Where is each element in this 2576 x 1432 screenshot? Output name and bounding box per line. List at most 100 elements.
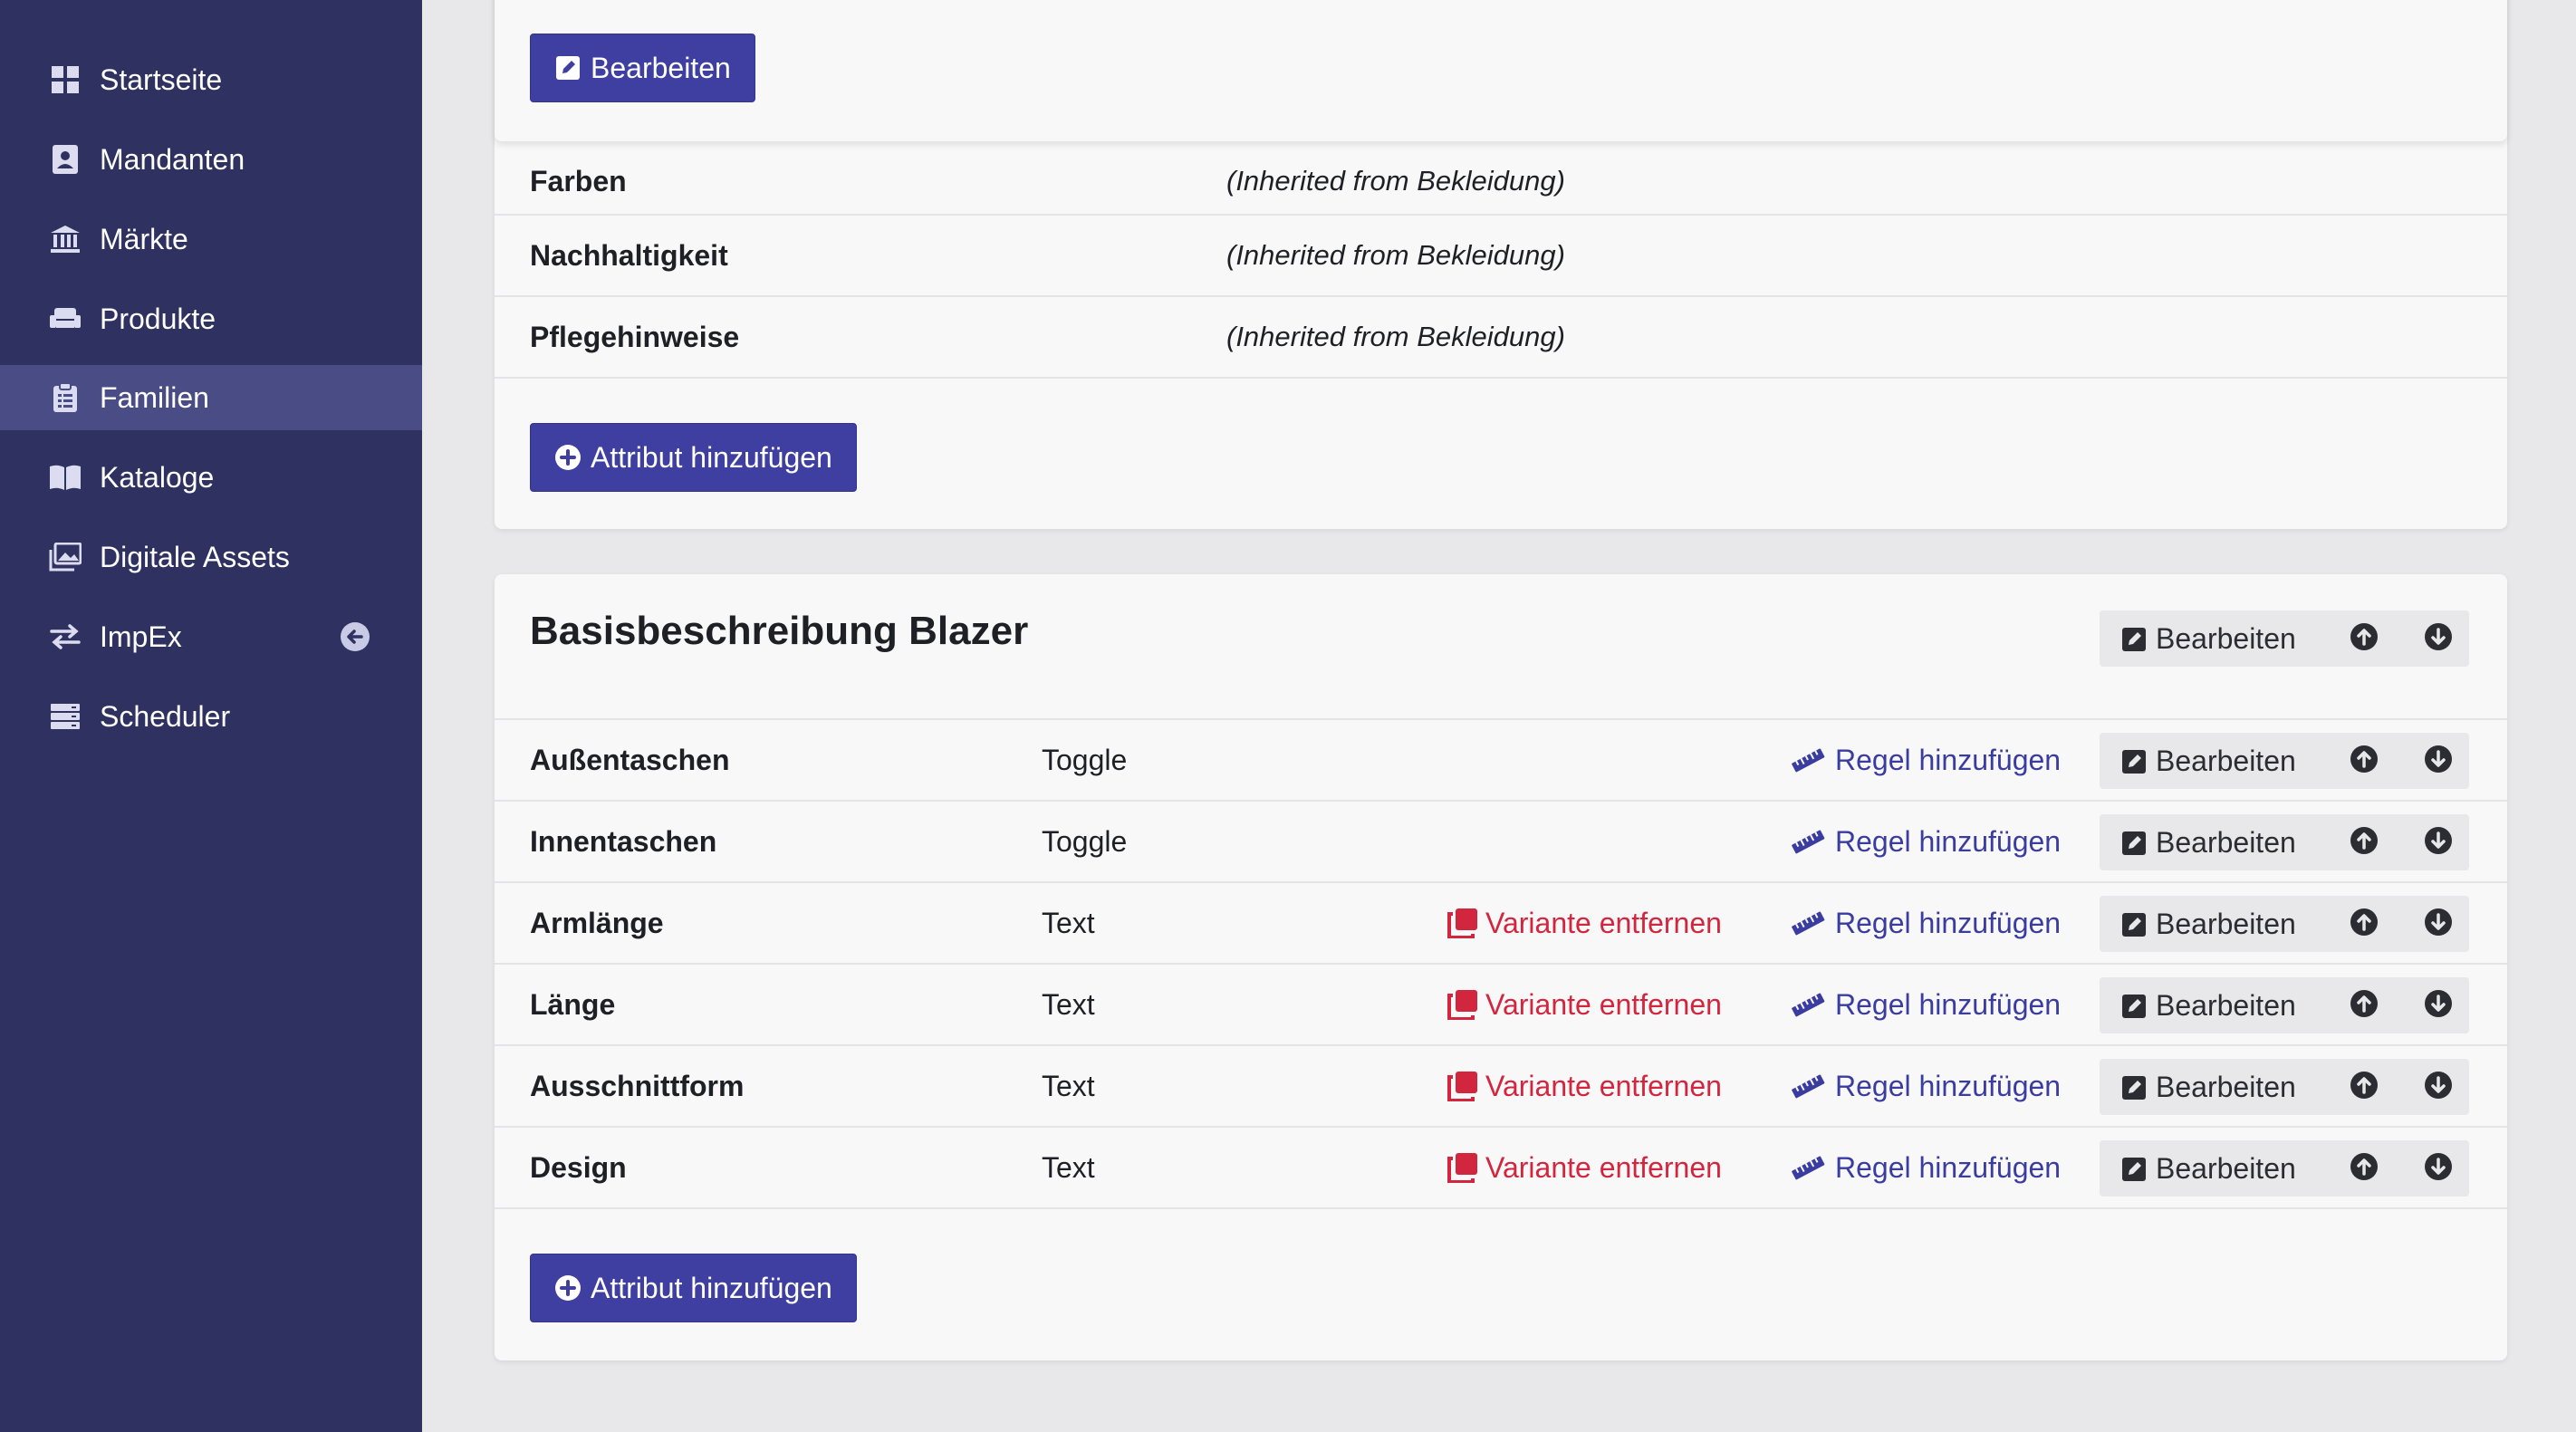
edit-group-button[interactable]: Bearbeiten	[2100, 610, 2331, 667]
sidebar-item-mandanten[interactable]: Mandanten	[0, 127, 422, 192]
ruler-icon	[1790, 1154, 1826, 1181]
add-rule-link[interactable]: Regel hinzufügen	[1790, 965, 2061, 1044]
move-up-button[interactable]	[2330, 1140, 2398, 1197]
sidebar-item-startseite[interactable]: Startseite	[0, 47, 422, 112]
copy-icon	[1447, 1071, 1478, 1102]
edit-attribute-button[interactable]: Bearbeiten	[2100, 977, 2331, 1033]
sidebar-item-produkte[interactable]: Produkte	[0, 286, 422, 351]
attribute-group-card: Basisbeschreibung Blazer Bearbeiten Auße…	[495, 574, 2507, 1360]
server-icon	[49, 700, 82, 733]
button-label: Bearbeiten	[2156, 988, 2296, 1022]
move-down-button[interactable]	[2404, 814, 2473, 870]
ruler-icon	[1790, 828, 1826, 855]
add-rule-link[interactable]: Regel hinzufügen	[1790, 720, 2061, 800]
edit-icon	[554, 54, 582, 82]
move-up-button[interactable]	[2330, 814, 2398, 870]
sidebar-item-impex[interactable]: ImpEx	[0, 604, 422, 669]
card-header: Bearbeiten	[495, 0, 2507, 141]
arrow-circle-down-icon	[2424, 989, 2453, 1023]
move-up-button[interactable]	[2330, 1059, 2398, 1115]
remove-variant-link[interactable]: Variante entfernen	[1447, 1128, 1722, 1207]
sidebar-item-label: Produkte	[100, 302, 216, 335]
arrow-circle-down-icon	[2424, 826, 2453, 860]
edit-group-button[interactable]: Bearbeiten	[530, 34, 755, 102]
table-row: Design Text Variante entfernen Regel hin…	[495, 1126, 2507, 1207]
sidebar-item-label: Scheduler	[100, 699, 231, 733]
link-label: Regel hinzufügen	[1835, 1150, 2062, 1184]
attribute-group-card: Bearbeiten Farben (Inherited from Beklei…	[495, 0, 2507, 529]
divider	[495, 377, 2507, 379]
row-actions: Bearbeiten	[2100, 977, 2469, 1033]
copy-icon	[1447, 989, 1478, 1021]
row-actions: Bearbeiten	[2100, 896, 2469, 952]
sidebar-item-scheduler[interactable]: Scheduler	[0, 684, 422, 749]
add-rule-link[interactable]: Regel hinzufügen	[1790, 802, 2061, 881]
move-down-button[interactable]	[2404, 896, 2473, 952]
table-row: Ausschnittform Text Variante entfernen R…	[495, 1044, 2507, 1126]
divider	[495, 1207, 2507, 1209]
move-down-button[interactable]	[2404, 733, 2473, 789]
arrow-circle-left-icon[interactable]	[340, 621, 370, 652]
copy-icon	[1447, 908, 1478, 939]
link-label: Regel hinzufügen	[1835, 987, 2062, 1021]
attribute-type: Text	[1042, 987, 1095, 1021]
sidebar-item-digitale-assets[interactable]: Digitale Assets	[0, 524, 422, 590]
add-rule-link[interactable]: Regel hinzufügen	[1790, 1046, 2061, 1126]
add-rule-link[interactable]: Regel hinzufügen	[1790, 1128, 2061, 1207]
edit-attribute-button[interactable]: Bearbeiten	[2100, 896, 2331, 952]
move-up-button[interactable]	[2330, 610, 2398, 667]
edit-attribute-button[interactable]: Bearbeiten	[2100, 1140, 2331, 1197]
edit-attribute-button[interactable]: Bearbeiten	[2100, 733, 2331, 789]
arrow-circle-up-icon	[2350, 1152, 2379, 1186]
table-row: Farben (Inherited from Bekleidung)	[495, 141, 2507, 223]
button-label: Bearbeiten	[2156, 907, 2296, 940]
edit-attribute-button[interactable]: Bearbeiten	[2100, 814, 2331, 870]
edit-icon	[2121, 830, 2147, 855]
edit-attribute-button[interactable]: Bearbeiten	[2100, 1059, 2331, 1115]
table-row: Nachhaltigkeit (Inherited from Bekleidun…	[495, 214, 2507, 295]
link-label: Variante entfernen	[1485, 1069, 1722, 1102]
sidebar-item-familien[interactable]: Familien	[0, 365, 422, 430]
move-up-button[interactable]	[2330, 733, 2398, 789]
sidebar-item-label: Familien	[100, 380, 209, 414]
attribute-name: Innentaschen	[530, 824, 717, 858]
attribute-type: Text	[1042, 906, 1095, 939]
attribute-name: Ausschnittform	[530, 1069, 745, 1102]
sidebar-item-label: Märkte	[100, 222, 188, 255]
link-label: Variante entfernen	[1485, 906, 1722, 939]
row-actions: Bearbeiten	[2100, 733, 2469, 789]
arrows-exchange-icon	[49, 620, 82, 653]
inherited-note: (Inherited from Bekleidung)	[1226, 165, 1565, 197]
attribute-type: Toggle	[1042, 824, 1128, 858]
table-row: Außentaschen Toggle Regel hinzufügen Bea…	[495, 718, 2507, 800]
move-down-button[interactable]	[2404, 1059, 2473, 1115]
button-label: Bearbeiten	[2156, 744, 2296, 777]
row-actions: Bearbeiten	[2100, 1059, 2469, 1115]
group-actions: Bearbeiten	[2100, 610, 2469, 667]
button-label: Bearbeiten	[591, 51, 731, 84]
move-down-button[interactable]	[2404, 610, 2473, 667]
arrow-circle-up-icon	[2350, 622, 2379, 656]
remove-variant-link[interactable]: Variante entfernen	[1447, 883, 1722, 963]
button-label: Attribut hinzufügen	[591, 1271, 832, 1304]
add-rule-link[interactable]: Regel hinzufügen	[1790, 883, 2061, 963]
link-label: Regel hinzufügen	[1835, 824, 2062, 858]
arrow-circle-up-icon	[2350, 745, 2379, 778]
button-label: Attribut hinzufügen	[591, 440, 832, 474]
remove-variant-link[interactable]: Variante entfernen	[1447, 1046, 1722, 1126]
button-label: Bearbeiten	[2156, 1070, 2296, 1103]
edit-icon	[2121, 1156, 2147, 1181]
sidebar-item-kataloge[interactable]: Kataloge	[0, 445, 422, 510]
add-attribute-button[interactable]: Attribut hinzufügen	[530, 423, 857, 492]
move-up-button[interactable]	[2330, 977, 2398, 1033]
move-down-button[interactable]	[2404, 1140, 2473, 1197]
add-attribute-button[interactable]: Attribut hinzufügen	[530, 1254, 857, 1322]
ruler-icon	[1790, 909, 1826, 937]
remove-variant-link[interactable]: Variante entfernen	[1447, 965, 1722, 1044]
move-up-button[interactable]	[2330, 896, 2398, 952]
move-down-button[interactable]	[2404, 977, 2473, 1033]
sidebar: Startseite Mandanten Märkte Produkte Fam…	[0, 0, 422, 1432]
arrow-circle-up-icon	[2350, 826, 2379, 860]
sidebar-item-maerkte[interactable]: Märkte	[0, 207, 422, 272]
table-row: Innentaschen Toggle Regel hinzufügen Bea…	[495, 800, 2507, 881]
